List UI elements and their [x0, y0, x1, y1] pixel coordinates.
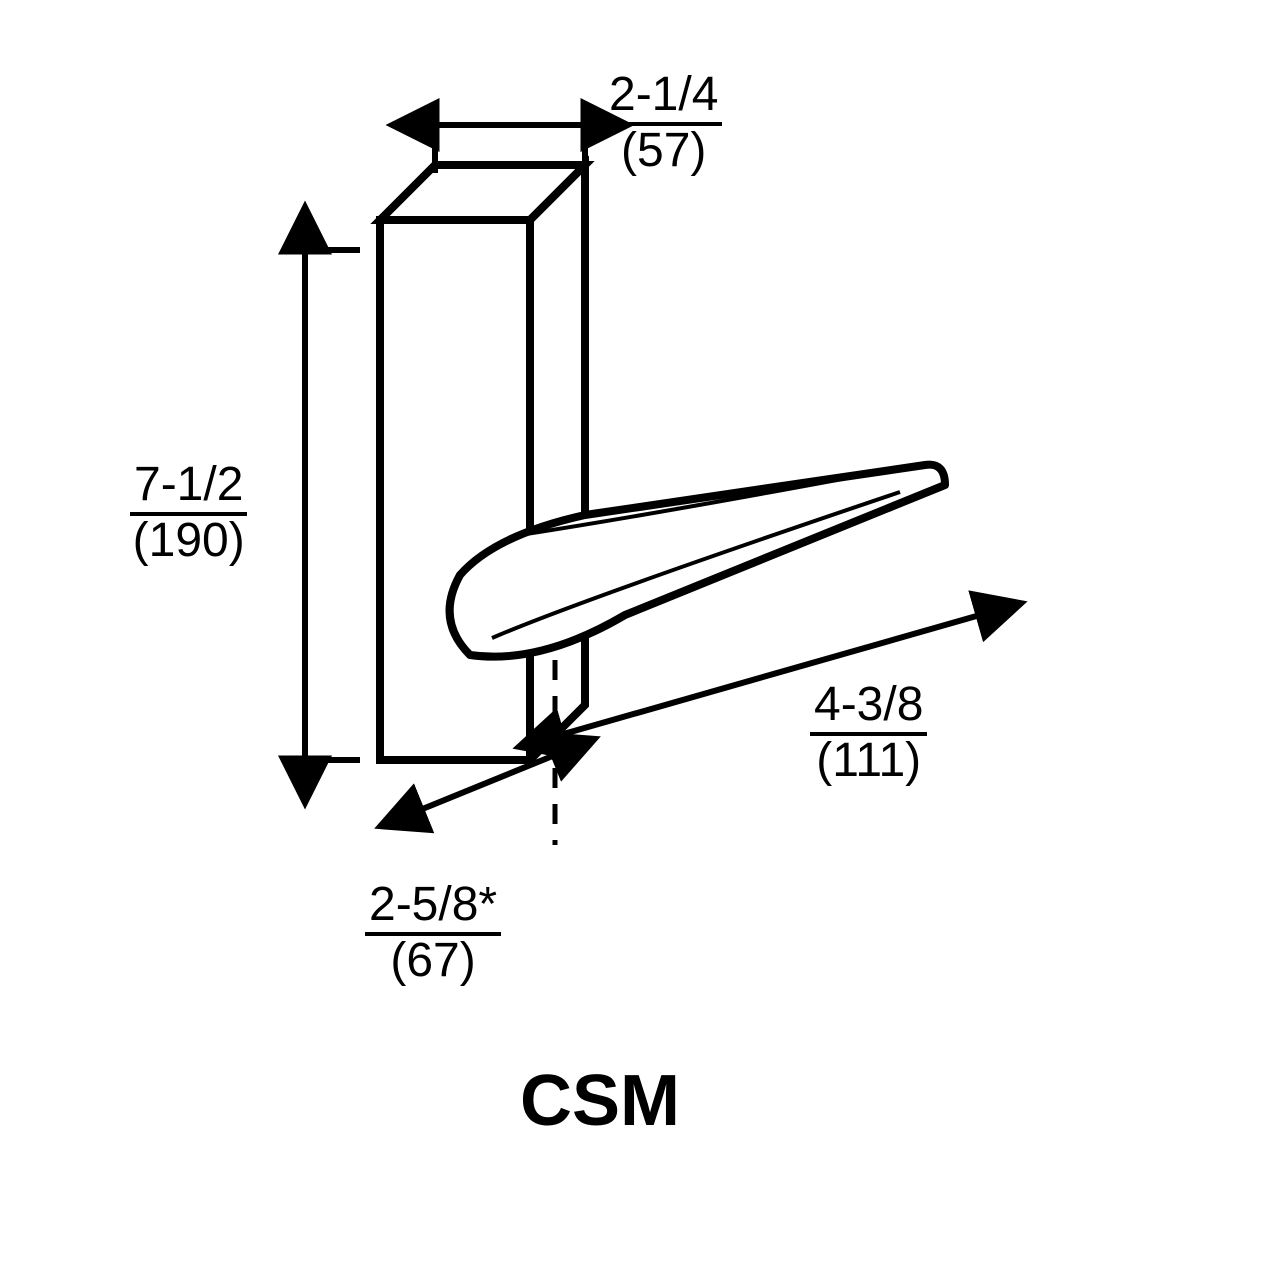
- dim-label-height: 7-1/2 (190): [130, 460, 247, 567]
- dim-reach-imperial: 4-3/8: [810, 680, 927, 736]
- dim-reach-metric: (111): [816, 732, 921, 787]
- dim-width-metric: (57): [621, 122, 706, 177]
- dim-label-handle-drop: 2-5/8* (67): [365, 880, 501, 987]
- dim-label-width: 2-1/4 (57): [605, 70, 722, 177]
- diagram-stage: 2-1/4 (57) 7-1/2 (190) 4-3/8 (111) 2-5/8…: [0, 0, 1280, 1280]
- dim-drop-imperial: 2-5/8*: [365, 880, 501, 936]
- dim-height-metric: (190): [133, 512, 245, 567]
- dim-label-handle-reach: 4-3/8 (111): [810, 680, 927, 787]
- dim-height-imperial: 7-1/2: [130, 460, 247, 516]
- dim-drop-metric: (67): [390, 932, 475, 987]
- model-label: CSM: [520, 1060, 680, 1142]
- lever-handle: [450, 465, 945, 657]
- dim-width-imperial: 2-1/4: [605, 70, 722, 126]
